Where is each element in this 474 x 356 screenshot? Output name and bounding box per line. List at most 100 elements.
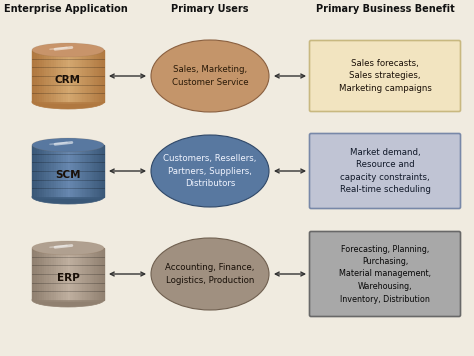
Bar: [73, 50, 75, 102]
Bar: [101, 145, 104, 197]
Bar: [39, 50, 42, 102]
Bar: [51, 248, 54, 300]
Text: SCM: SCM: [55, 170, 81, 180]
Bar: [90, 248, 92, 300]
Bar: [39, 145, 42, 197]
Bar: [39, 248, 42, 300]
Bar: [46, 50, 49, 102]
Bar: [75, 50, 78, 102]
Bar: [46, 145, 49, 197]
Ellipse shape: [151, 238, 269, 310]
FancyBboxPatch shape: [310, 134, 461, 209]
Text: ERP: ERP: [56, 273, 79, 283]
Bar: [63, 248, 65, 300]
Bar: [85, 50, 87, 102]
Bar: [87, 248, 90, 300]
Bar: [99, 50, 101, 102]
Text: Market demand,
Resource and
capacity constraints,
Real-time scheduling: Market demand, Resource and capacity con…: [339, 148, 430, 194]
Bar: [44, 145, 46, 197]
Bar: [46, 248, 49, 300]
Bar: [56, 248, 58, 300]
Bar: [44, 248, 46, 300]
Bar: [80, 50, 82, 102]
Bar: [73, 248, 75, 300]
Bar: [97, 145, 99, 197]
Bar: [87, 50, 90, 102]
Bar: [49, 145, 51, 197]
Bar: [51, 50, 54, 102]
Bar: [35, 248, 37, 300]
Bar: [54, 145, 56, 197]
Bar: [63, 50, 65, 102]
Bar: [32, 145, 104, 197]
Bar: [65, 248, 68, 300]
Bar: [92, 248, 94, 300]
Bar: [101, 248, 104, 300]
Bar: [49, 50, 51, 102]
Ellipse shape: [32, 43, 104, 57]
Bar: [65, 50, 68, 102]
Bar: [71, 248, 73, 300]
Bar: [37, 145, 39, 197]
Bar: [92, 145, 94, 197]
Bar: [37, 50, 39, 102]
Bar: [35, 145, 37, 197]
Bar: [42, 50, 44, 102]
Ellipse shape: [151, 40, 269, 112]
Bar: [99, 145, 101, 197]
Text: Accounting, Finance,
Logistics, Production: Accounting, Finance, Logistics, Producti…: [165, 263, 255, 284]
Bar: [32, 145, 35, 197]
Bar: [97, 50, 99, 102]
Bar: [61, 248, 63, 300]
Bar: [68, 50, 71, 102]
Ellipse shape: [151, 135, 269, 207]
Bar: [82, 248, 85, 300]
Bar: [68, 248, 71, 300]
Bar: [85, 145, 87, 197]
Bar: [92, 50, 94, 102]
Ellipse shape: [32, 138, 104, 152]
Bar: [90, 145, 92, 197]
Bar: [49, 248, 51, 300]
Bar: [54, 50, 56, 102]
Text: Forecasting, Planning,
Purchasing,
Material management,
Warehousing,
Inventory, : Forecasting, Planning, Purchasing, Mater…: [339, 245, 431, 304]
Bar: [51, 145, 54, 197]
Bar: [35, 50, 37, 102]
Text: Primary Business Benefit: Primary Business Benefit: [316, 4, 455, 14]
Ellipse shape: [32, 190, 104, 204]
Bar: [71, 145, 73, 197]
Text: CRM: CRM: [55, 75, 81, 85]
Bar: [68, 145, 71, 197]
Bar: [73, 145, 75, 197]
Text: Sales forecasts,
Sales strategies,
Marketing campaigns: Sales forecasts, Sales strategies, Marke…: [338, 59, 431, 93]
Bar: [37, 248, 39, 300]
Text: Sales, Marketing,
Customer Service: Sales, Marketing, Customer Service: [172, 66, 248, 87]
Bar: [56, 50, 58, 102]
Bar: [71, 50, 73, 102]
Bar: [94, 50, 97, 102]
Bar: [61, 145, 63, 197]
Bar: [99, 248, 101, 300]
Bar: [63, 145, 65, 197]
Bar: [97, 248, 99, 300]
Bar: [82, 145, 85, 197]
Bar: [32, 248, 104, 300]
Bar: [90, 50, 92, 102]
Ellipse shape: [32, 95, 104, 109]
Bar: [58, 145, 61, 197]
Bar: [58, 50, 61, 102]
Bar: [58, 248, 61, 300]
FancyBboxPatch shape: [310, 41, 461, 111]
Bar: [82, 50, 85, 102]
Bar: [80, 248, 82, 300]
Text: Enterprise Application: Enterprise Application: [4, 4, 128, 14]
Bar: [32, 50, 35, 102]
Ellipse shape: [32, 293, 104, 307]
Bar: [94, 248, 97, 300]
Bar: [85, 248, 87, 300]
Text: Customers, Resellers,
Partners, Suppliers,
Distributors: Customers, Resellers, Partners, Supplier…: [164, 155, 257, 188]
Bar: [32, 248, 35, 300]
Bar: [78, 248, 80, 300]
Bar: [44, 50, 46, 102]
Bar: [56, 145, 58, 197]
